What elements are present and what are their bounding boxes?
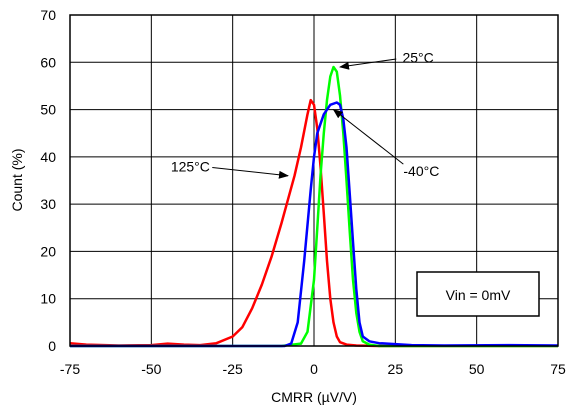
x-tick-label: 50 [469, 361, 485, 377]
x-tick-label: -25 [223, 361, 243, 377]
series-lines [69, 65, 559, 348]
annotation-arrow [332, 108, 404, 165]
y-tick-label: 50 [40, 102, 56, 118]
x-tick-label: -75 [60, 361, 80, 377]
y-tick-label: 30 [40, 196, 56, 212]
annotation-label: 25°C [402, 50, 433, 66]
x-tick-label: -50 [141, 361, 161, 377]
x-axis-label: CMRR (µV/V) [271, 389, 357, 405]
y-tick-labels: 0 10 20 30 40 50 60 70 [40, 7, 56, 354]
annotation-label: 125°C [171, 158, 210, 174]
series-line-40c [70, 101, 559, 348]
plot-area-border [69, 14, 559, 347]
condition-box [416, 271, 540, 317]
x-tick-label: 75 [550, 361, 566, 377]
y-tick-label: 20 [40, 243, 56, 259]
condition-label: Vin = 0mV [446, 287, 511, 303]
y-tick-label: 10 [40, 291, 56, 307]
annotations: 25°C -40°C 125°C [171, 50, 440, 179]
annotation-label: -40°C [403, 163, 439, 179]
y-tick-label: 60 [40, 54, 56, 70]
y-tick-label: 0 [48, 338, 56, 354]
y-tick-label: 70 [40, 7, 56, 23]
series-line-25c [70, 65, 558, 348]
y-tick-label: 40 [40, 149, 56, 165]
series-line-125c [69, 98, 558, 348]
y-axis-label: Count (%) [9, 148, 25, 211]
annotation-arrow [339, 58, 397, 70]
annotation-arrow [212, 166, 289, 179]
x-tick-label: 0 [310, 361, 318, 377]
x-tick-labels: -75 -50 -25 0 25 50 75 [60, 361, 566, 377]
x-tick-label: 25 [388, 361, 404, 377]
